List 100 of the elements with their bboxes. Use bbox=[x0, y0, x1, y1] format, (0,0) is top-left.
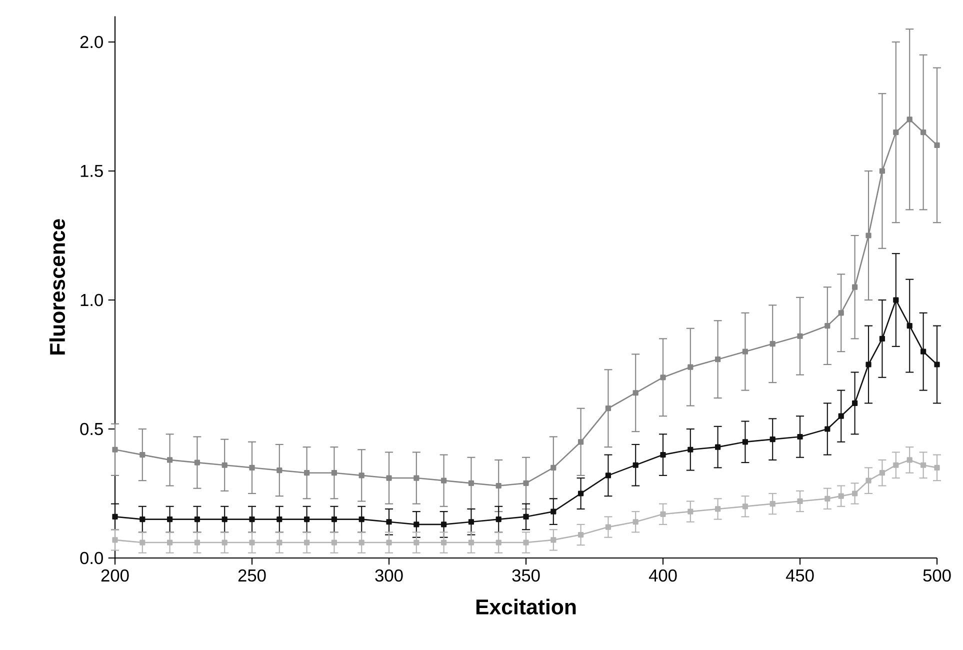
point bbox=[906, 457, 912, 463]
point bbox=[866, 362, 872, 368]
point bbox=[906, 322, 912, 329]
point bbox=[688, 446, 694, 452]
y-tick-label: 2.0 bbox=[80, 36, 103, 48]
point bbox=[632, 519, 638, 525]
point bbox=[222, 516, 228, 522]
y-tick-label: 0.0 bbox=[80, 552, 103, 564]
point bbox=[605, 406, 612, 412]
point bbox=[742, 504, 748, 510]
x-tick-label: 350 bbox=[512, 569, 540, 582]
x-tick-label: 250 bbox=[238, 569, 266, 582]
point bbox=[632, 390, 638, 396]
point bbox=[660, 511, 666, 517]
point bbox=[893, 462, 899, 468]
point bbox=[715, 506, 721, 512]
point bbox=[797, 498, 803, 504]
point bbox=[852, 400, 858, 406]
point bbox=[140, 540, 146, 546]
point bbox=[688, 508, 694, 514]
point bbox=[934, 142, 940, 148]
point bbox=[331, 516, 338, 522]
point bbox=[660, 452, 666, 458]
point bbox=[715, 444, 721, 450]
point bbox=[441, 540, 447, 546]
point bbox=[879, 336, 886, 342]
point bbox=[920, 348, 926, 354]
point bbox=[496, 516, 502, 522]
point bbox=[893, 297, 899, 303]
point bbox=[496, 540, 502, 546]
point bbox=[140, 516, 146, 522]
point bbox=[797, 434, 803, 440]
point bbox=[838, 310, 844, 316]
point bbox=[715, 356, 721, 362]
point bbox=[358, 472, 364, 478]
x-tick-label: 500 bbox=[923, 569, 951, 582]
point bbox=[523, 540, 529, 546]
point bbox=[742, 348, 748, 354]
point bbox=[770, 501, 776, 507]
point bbox=[167, 540, 173, 546]
point bbox=[550, 464, 556, 470]
y-tick-label: 1.0 bbox=[80, 294, 103, 306]
point bbox=[276, 467, 282, 474]
point bbox=[194, 516, 200, 522]
point bbox=[852, 490, 858, 496]
point bbox=[167, 457, 173, 463]
point bbox=[468, 480, 474, 486]
point bbox=[550, 508, 556, 514]
point bbox=[934, 362, 940, 368]
point bbox=[893, 129, 899, 136]
point bbox=[852, 284, 858, 290]
point bbox=[879, 168, 886, 174]
x-tick-label: 450 bbox=[786, 569, 814, 582]
point bbox=[112, 446, 118, 452]
point bbox=[523, 514, 529, 520]
point bbox=[496, 482, 502, 489]
point bbox=[605, 472, 612, 478]
point bbox=[140, 452, 146, 458]
point bbox=[824, 322, 830, 329]
x-tick-label: 300 bbox=[375, 569, 403, 582]
point bbox=[920, 129, 926, 136]
point bbox=[249, 516, 255, 522]
point bbox=[167, 516, 173, 522]
point bbox=[331, 470, 338, 476]
point bbox=[441, 478, 447, 484]
point bbox=[468, 540, 474, 546]
point bbox=[578, 439, 584, 445]
y-axis-title: Fluorescence bbox=[49, 219, 66, 354]
point bbox=[194, 540, 200, 546]
point bbox=[249, 540, 255, 546]
point bbox=[386, 475, 392, 481]
point bbox=[222, 462, 228, 468]
point bbox=[866, 478, 872, 484]
point bbox=[304, 540, 310, 546]
point bbox=[414, 540, 420, 546]
point bbox=[276, 516, 282, 522]
point bbox=[112, 537, 118, 543]
y-tick-label: 0.5 bbox=[80, 422, 103, 436]
x-axis-title: Excitation bbox=[476, 598, 576, 614]
point bbox=[468, 519, 474, 525]
point bbox=[934, 464, 940, 470]
y-tick-label: 1.5 bbox=[80, 164, 103, 178]
point bbox=[920, 462, 926, 468]
point bbox=[304, 470, 310, 476]
point bbox=[578, 532, 584, 538]
point bbox=[112, 514, 118, 520]
point bbox=[838, 493, 844, 499]
point bbox=[386, 540, 392, 546]
point bbox=[770, 436, 776, 442]
point bbox=[688, 364, 694, 370]
point bbox=[660, 374, 666, 380]
point bbox=[249, 464, 255, 470]
point bbox=[866, 232, 872, 238]
point bbox=[441, 522, 447, 528]
point bbox=[770, 341, 776, 347]
point bbox=[222, 540, 228, 546]
point bbox=[578, 490, 584, 496]
point bbox=[550, 537, 556, 543]
point bbox=[414, 522, 420, 528]
point bbox=[824, 426, 830, 432]
